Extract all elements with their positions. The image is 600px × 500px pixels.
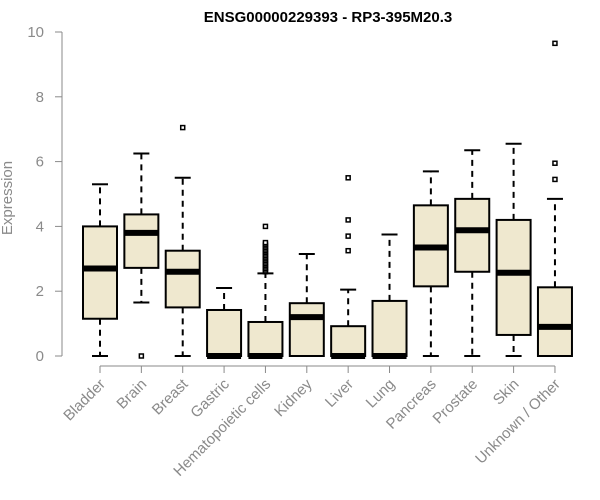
y-tick-label: 4 <box>36 218 44 235</box>
x-tick-label: Kidney <box>271 375 316 420</box>
y-axis: 0 2 4 6 8 10 <box>27 24 63 365</box>
box-gastric <box>206 286 243 359</box>
box-iqr <box>454 197 491 273</box>
box-skin <box>495 142 532 357</box>
outlier-point <box>262 239 269 246</box>
outlier-point <box>262 223 269 230</box>
outlier-point <box>552 160 558 166</box>
box-brain <box>123 152 160 359</box>
box-bladder <box>82 183 118 357</box>
x-tick-label: Bladder <box>60 376 109 425</box>
box-iqr <box>82 225 118 320</box>
y-tick-label: 0 <box>36 348 44 365</box>
outlier-point <box>345 217 351 223</box>
outlier-point <box>138 353 145 359</box>
y-tick-label: 2 <box>36 283 44 300</box>
box-hematopoietic-cells <box>247 223 284 359</box>
outlier-point <box>179 124 186 131</box>
outlier-point <box>345 247 351 254</box>
outlier-point <box>552 40 558 47</box>
box-iqr <box>164 249 201 309</box>
y-tick-label: 6 <box>36 154 44 171</box>
box-pancreas <box>412 170 449 357</box>
box-unknown-other <box>536 40 573 358</box>
box-lung <box>371 233 408 359</box>
box-prostate <box>454 149 491 357</box>
chart-title: ENSG00000229393 - RP3-395M20.3 <box>204 9 453 26</box>
y-tick-label: 10 <box>27 24 44 41</box>
outlier-point <box>552 176 558 183</box>
box-iqr <box>536 286 573 358</box>
outlier-point <box>345 233 351 239</box>
y-tick-label: 8 <box>36 89 44 106</box>
box-iqr <box>206 308 243 358</box>
x-tick-label: Brain <box>113 376 150 413</box>
x-tick-label: Prostate <box>430 376 482 428</box>
box-iqr <box>330 325 367 357</box>
outlier-point <box>345 175 351 181</box>
x-tick-label: Lung <box>363 376 399 412</box>
box-iqr <box>247 320 284 358</box>
x-tick-label: Skin <box>490 376 523 409</box>
plot-area <box>82 40 573 359</box>
box-iqr <box>123 213 160 269</box>
box-iqr <box>288 302 325 357</box>
box-liver <box>330 175 367 359</box>
box-iqr <box>371 299 408 358</box>
box-breast <box>164 124 201 357</box>
x-tick-label: Liver <box>322 376 357 411</box>
y-axis-label: Expression <box>0 161 16 235</box>
x-tick-label: Breast <box>149 375 192 418</box>
box-iqr <box>495 218 532 336</box>
box-kidney <box>288 252 325 357</box>
